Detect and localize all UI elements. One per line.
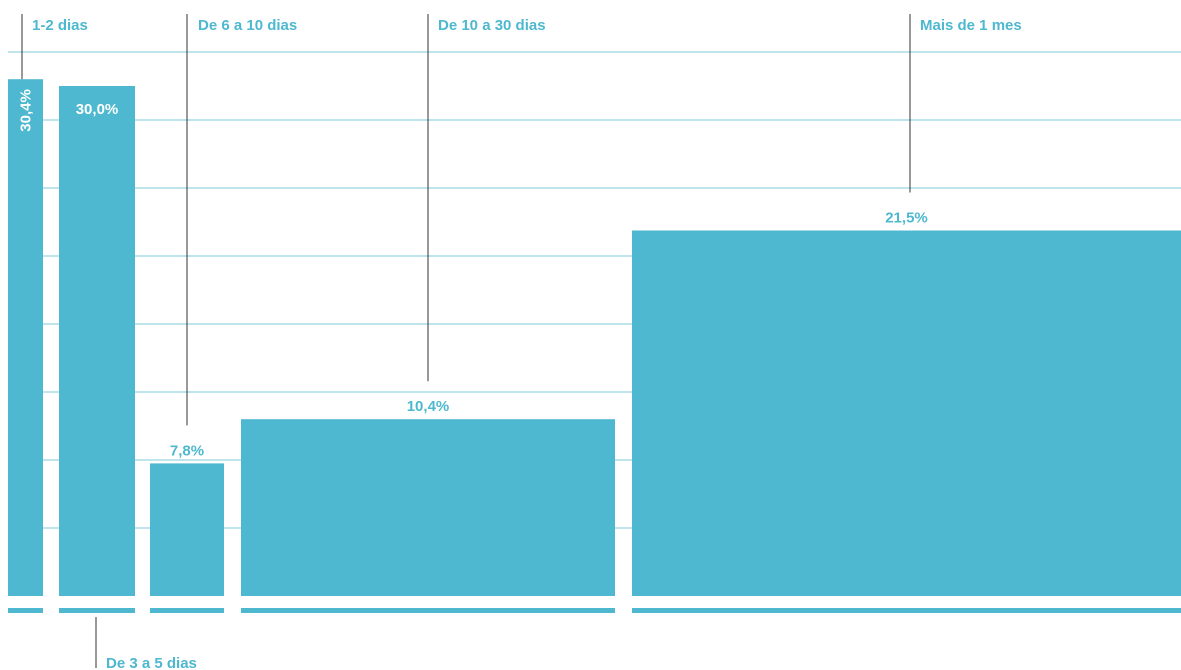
bars — [8, 79, 1181, 596]
category-label: Mais de 1 mes — [920, 17, 1022, 34]
value-label: 30,4% — [18, 89, 35, 132]
bar — [8, 79, 43, 596]
axis-segment — [8, 608, 43, 613]
value-label: 30,0% — [76, 101, 119, 118]
category-label: De 10 a 30 dias — [438, 17, 546, 34]
category-leader-lines — [21, 14, 911, 668]
gridlines — [8, 51, 1181, 529]
bar — [150, 463, 224, 596]
bar — [632, 230, 1181, 596]
axis-segment — [59, 608, 135, 613]
x-axis-segments — [8, 608, 1181, 613]
axis-segment — [632, 608, 1181, 613]
axis-segment — [150, 608, 224, 613]
category-label: De 6 a 10 dias — [198, 17, 297, 34]
value-label: 21,5% — [885, 210, 928, 227]
axis-segment — [241, 608, 615, 613]
bar — [59, 86, 135, 596]
category-label: De 3 a 5 dias — [106, 655, 197, 670]
value-label: 7,8% — [170, 442, 204, 459]
value-label: 10,4% — [407, 398, 450, 415]
bar — [241, 419, 615, 596]
category-label: 1-2 dias — [32, 17, 88, 34]
value-labels: 30,4% 30,0% 7,8% 10,4% 21,5% — [18, 89, 928, 459]
category-labels: 1-2 dias De 3 a 5 dias De 6 a 10 dias De 10… — [32, 17, 1022, 670]
